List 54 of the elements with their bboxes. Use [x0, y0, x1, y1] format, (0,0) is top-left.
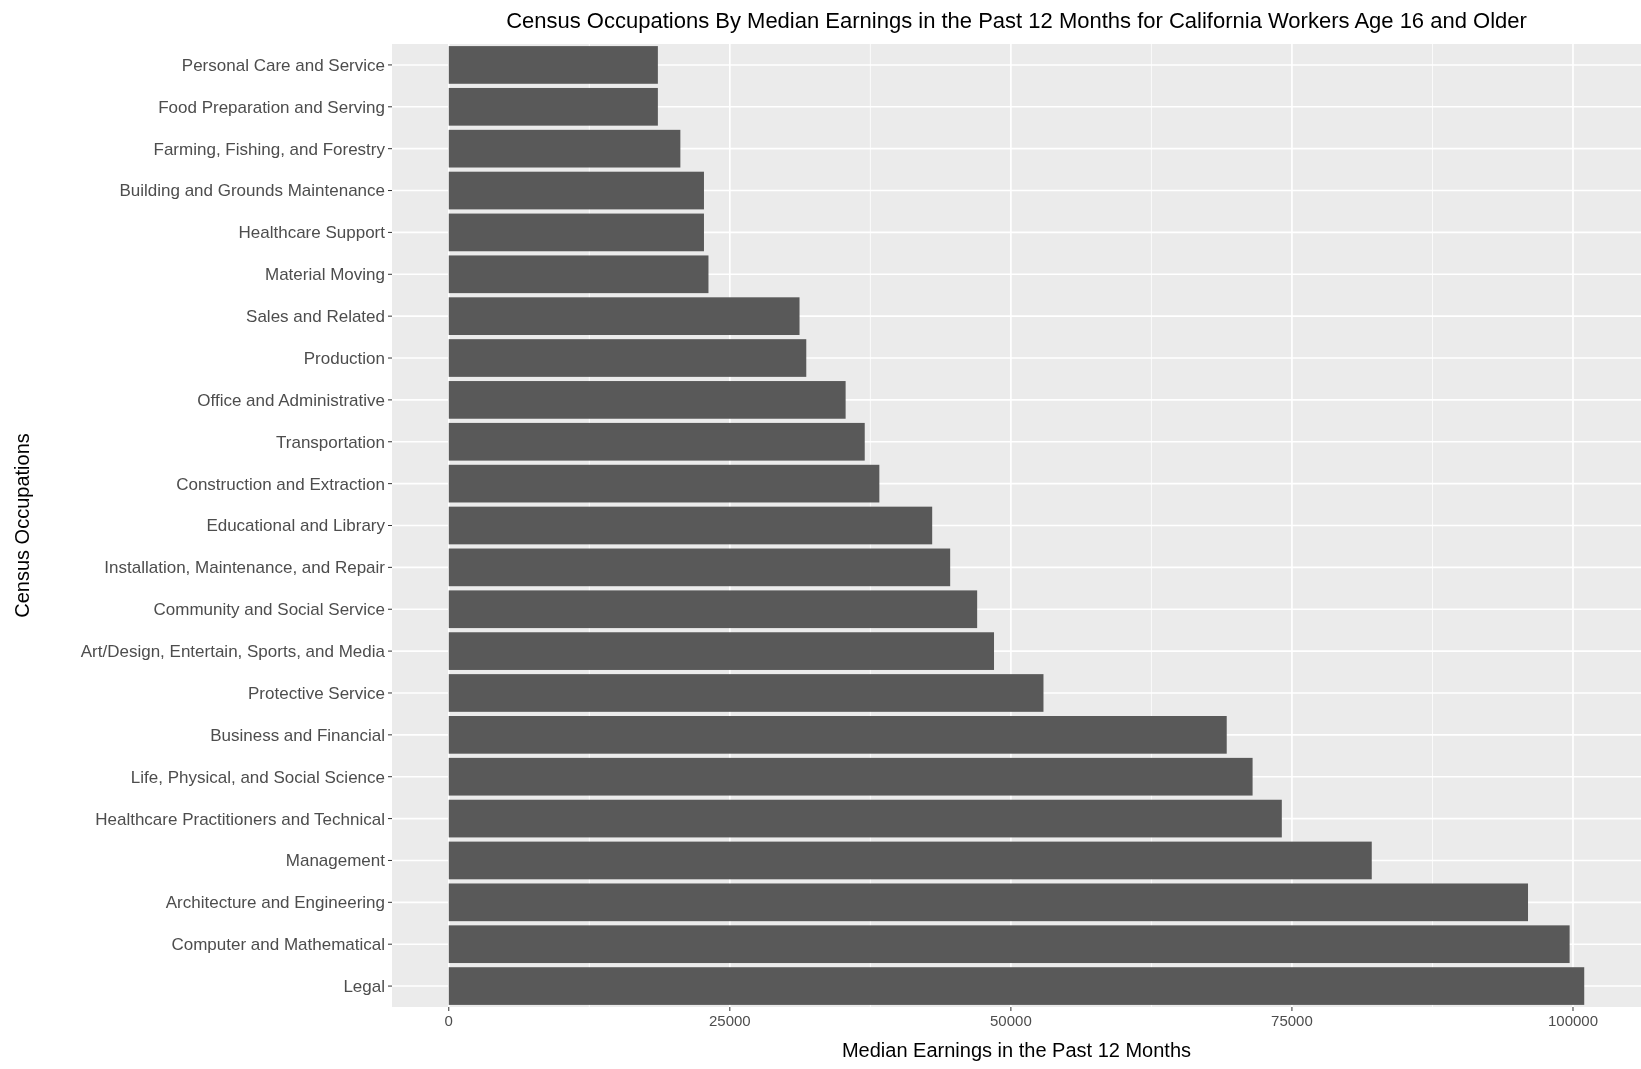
bar — [448, 87, 658, 126]
y-tick-label: Healthcare Support — [238, 223, 386, 243]
chart-title: Census Occupations By Median Earnings in the Past 12 Months for California Workers Age 16 and Older — [506, 8, 1527, 33]
y-tick-label: Building and Grounds Maintenance — [119, 181, 385, 201]
bar — [448, 129, 681, 168]
y-tick-label: Legal — [343, 977, 385, 997]
x-tick-label: 0 — [444, 1012, 453, 1029]
bar — [448, 925, 1570, 964]
bar — [448, 506, 933, 545]
bar — [448, 590, 978, 629]
bar — [448, 171, 704, 210]
bar — [448, 46, 658, 84]
bar — [448, 757, 1253, 796]
bar — [448, 381, 846, 419]
bar — [448, 297, 800, 335]
y-tick-label: Community and Social Service — [153, 600, 385, 620]
y-tick-label: Protective Service — [248, 683, 385, 703]
bar — [448, 674, 1044, 712]
y-tick-label: Architecture and Engineering — [165, 893, 385, 913]
bar — [448, 632, 995, 670]
y-tick-label: Office and Administrative — [197, 390, 385, 410]
bar — [448, 883, 1529, 922]
y-tick-label: Transportation — [276, 432, 385, 452]
bar — [448, 967, 1585, 1005]
bar — [448, 213, 704, 252]
bar — [448, 464, 880, 503]
y-tick-label: Personal Care and Service — [181, 55, 385, 75]
x-tick-label: 75000 — [1271, 1012, 1313, 1029]
y-tick-label: Material Moving — [265, 265, 385, 285]
y-tick-label: Sales and Related — [246, 307, 385, 327]
bar — [448, 422, 865, 461]
y-tick-label: Healthcare Practitioners and Technical — [95, 809, 385, 829]
y-tick-label: Management — [285, 851, 386, 871]
bar — [448, 841, 1372, 880]
y-tick-label: Production — [303, 348, 385, 368]
y-tick-label: Farming, Fishing, and Forestry — [153, 139, 386, 159]
x-tick-label: 25000 — [708, 1012, 751, 1029]
y-tick-label: Installation, Maintenance, and Repair — [104, 558, 386, 578]
bar — [448, 255, 709, 294]
y-tick-label: Life, Physical, and Social Science — [130, 767, 385, 787]
bar — [448, 716, 1227, 754]
y-tick-label: Computer and Mathematical — [171, 935, 385, 955]
bar — [448, 799, 1282, 838]
bar — [448, 339, 807, 377]
x-axis-title: Median Earnings in the Past 12 Months — [841, 1039, 1192, 1061]
y-tick-label: Construction and Extraction — [176, 474, 385, 494]
y-axis-title: Census Occupations — [11, 433, 33, 618]
bar — [448, 548, 951, 587]
y-tick-label: Educational and Library — [206, 516, 386, 536]
y-tick-label: Food Preparation and Serving — [158, 97, 385, 117]
x-tick-label: 100000 — [1547, 1012, 1599, 1029]
x-tick-label: 50000 — [990, 1012, 1032, 1029]
y-tick-label: Art/Design, Entertain, Sports, and Media — [80, 642, 386, 662]
y-tick-label: Business and Financial — [210, 725, 385, 745]
